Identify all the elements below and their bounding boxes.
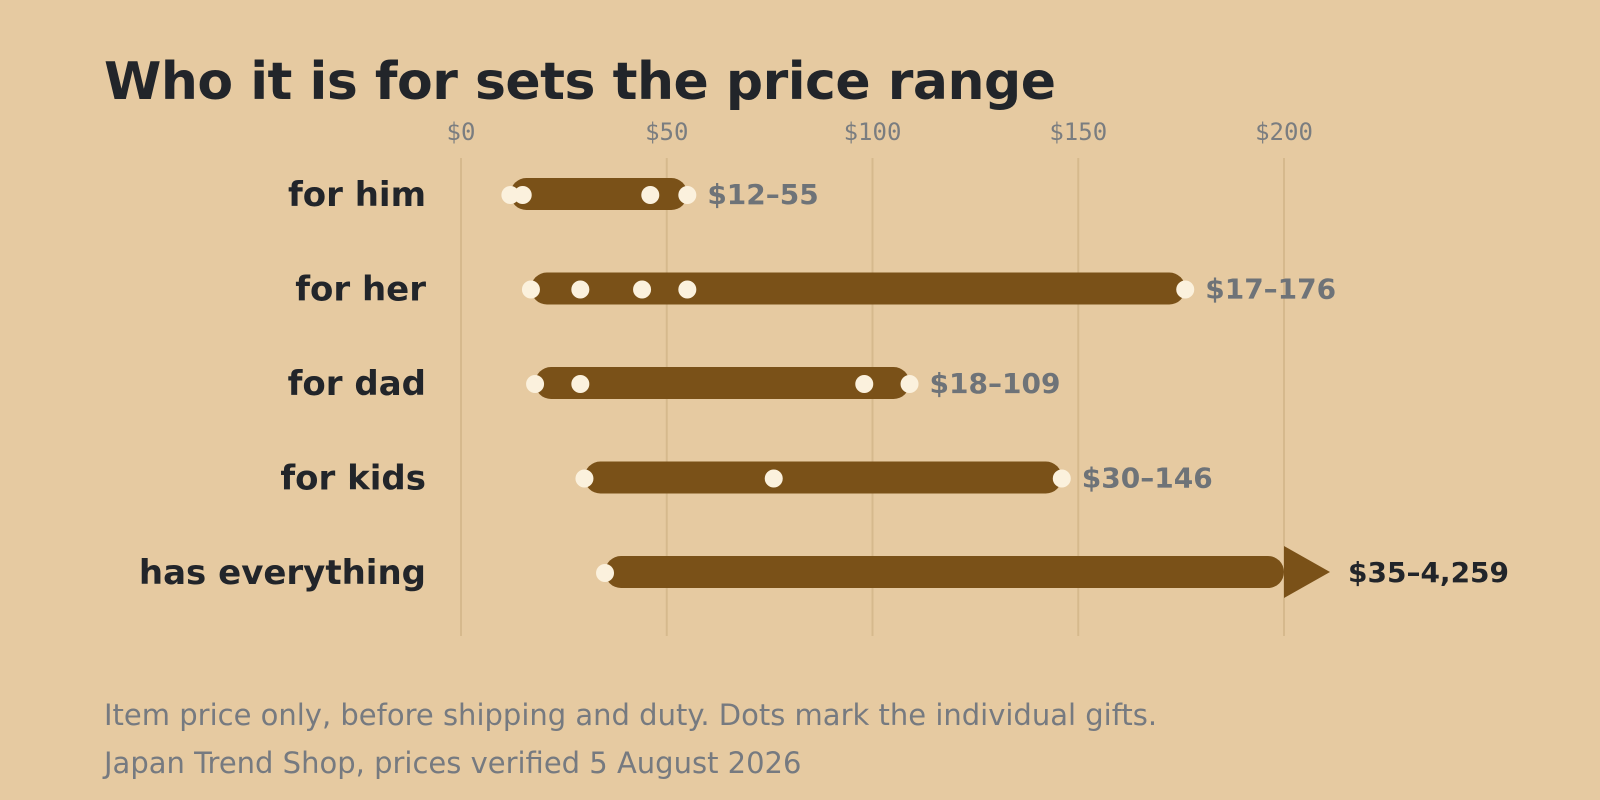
x-tick-label: $100 bbox=[844, 118, 902, 146]
gift-dot bbox=[1052, 469, 1071, 488]
range-bar bbox=[510, 178, 688, 210]
x-tick-label: $50 bbox=[645, 118, 688, 146]
range-value-label: $30–146 bbox=[1082, 462, 1213, 495]
overflow-arrow bbox=[1284, 546, 1330, 598]
source-note: Japan Trend Shop, prices verified 5 Augu… bbox=[104, 746, 802, 780]
gift-dot bbox=[855, 375, 874, 393]
gift-dot bbox=[678, 280, 697, 299]
x-tick-label: $150 bbox=[1049, 118, 1107, 146]
gift-dot bbox=[596, 564, 615, 582]
gift-dot bbox=[633, 280, 652, 299]
range-row: for dad $18–109 bbox=[288, 364, 1061, 404]
gift-dot bbox=[678, 186, 697, 204]
gift-dot bbox=[513, 186, 532, 204]
gift-dot bbox=[501, 186, 520, 204]
chart-title: Who it is for sets the price range bbox=[104, 52, 1056, 112]
gift-dot bbox=[571, 375, 590, 393]
category-label: for kids bbox=[280, 459, 426, 499]
gift-dot bbox=[571, 280, 590, 299]
gift-dot bbox=[900, 375, 919, 393]
range-bar bbox=[530, 272, 1186, 305]
gift-dot bbox=[764, 469, 783, 488]
gift-dot bbox=[526, 375, 545, 393]
range-row: for kids $30–146 bbox=[280, 459, 1212, 499]
x-tick-label: $200 bbox=[1255, 118, 1313, 146]
category-label: for dad bbox=[288, 364, 426, 404]
category-label: has everything bbox=[139, 553, 426, 593]
range-bar bbox=[584, 461, 1062, 494]
range-row: has everything $35–4,259 bbox=[139, 546, 1509, 598]
range-value-label: $17–176 bbox=[1205, 273, 1336, 306]
range-row: for her $17–176 bbox=[295, 270, 1336, 310]
gift-dot bbox=[1176, 280, 1195, 299]
x-tick-label: $0 bbox=[447, 118, 476, 146]
category-label: for him bbox=[288, 175, 426, 215]
range-value-label: $18–109 bbox=[930, 367, 1061, 400]
range-bar bbox=[535, 367, 910, 399]
gift-dot bbox=[641, 186, 660, 204]
x-axis-ticks: $0 $50 $100 $150 $200 bbox=[447, 118, 1313, 146]
range-value-label: $12–55 bbox=[707, 178, 818, 211]
category-label: for her bbox=[295, 270, 426, 310]
range-bar bbox=[605, 556, 1284, 588]
gift-dot bbox=[575, 469, 594, 488]
range-row: for him $12–55 bbox=[288, 175, 819, 215]
range-value-label: $35–4,259 bbox=[1348, 556, 1509, 589]
range-rows: for him $12–55 for her $17–176 for dad $18–10… bbox=[139, 175, 1509, 598]
gift-dot bbox=[521, 280, 540, 299]
footnote: Item price only, before shipping and dut… bbox=[104, 698, 1158, 732]
